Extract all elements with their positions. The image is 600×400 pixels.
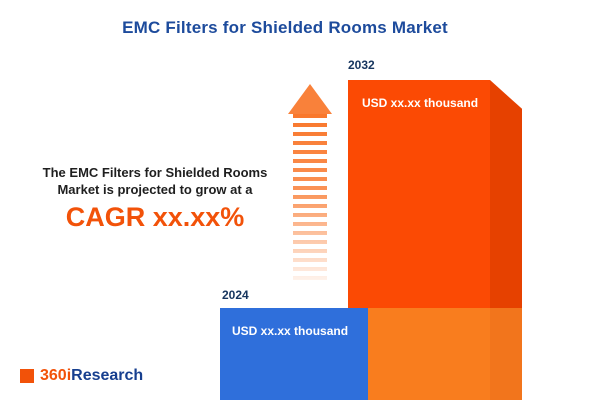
bar-2024-value-label: USD xx.xx thousand <box>232 324 349 338</box>
year-label-2032: 2032 <box>348 58 375 72</box>
cagr-value: CAGR xx.xx% <box>65 202 245 232</box>
page-title: EMC Filters for Shielded Rooms Market <box>122 18 448 37</box>
logo-mark-icon <box>20 369 34 383</box>
year-label-2024: 2024 <box>222 288 249 302</box>
logo-text: 360iResearch <box>40 368 143 384</box>
arrow-head-icon <box>288 84 332 114</box>
projection-line2: Market is projected to grow at a <box>57 182 253 197</box>
logo-text-prefix: 360i <box>40 367 72 384</box>
bar-2032-side-face <box>490 80 522 400</box>
bar-2032-value-label: USD xx.xx thousand <box>362 96 479 110</box>
growth-arrow-icon <box>288 84 332 284</box>
projection-line1: The EMC Filters for Shielded Rooms <box>42 165 268 180</box>
projection-text: The EMC Filters for Shielded Rooms Marke… <box>16 164 294 198</box>
bar-2024 <box>220 308 368 400</box>
bar-2032 <box>348 80 490 400</box>
logo-text-suffix: Research <box>71 367 144 384</box>
arrow-stem-stripes <box>293 114 327 282</box>
brand-logo: 360iResearch <box>20 368 143 384</box>
